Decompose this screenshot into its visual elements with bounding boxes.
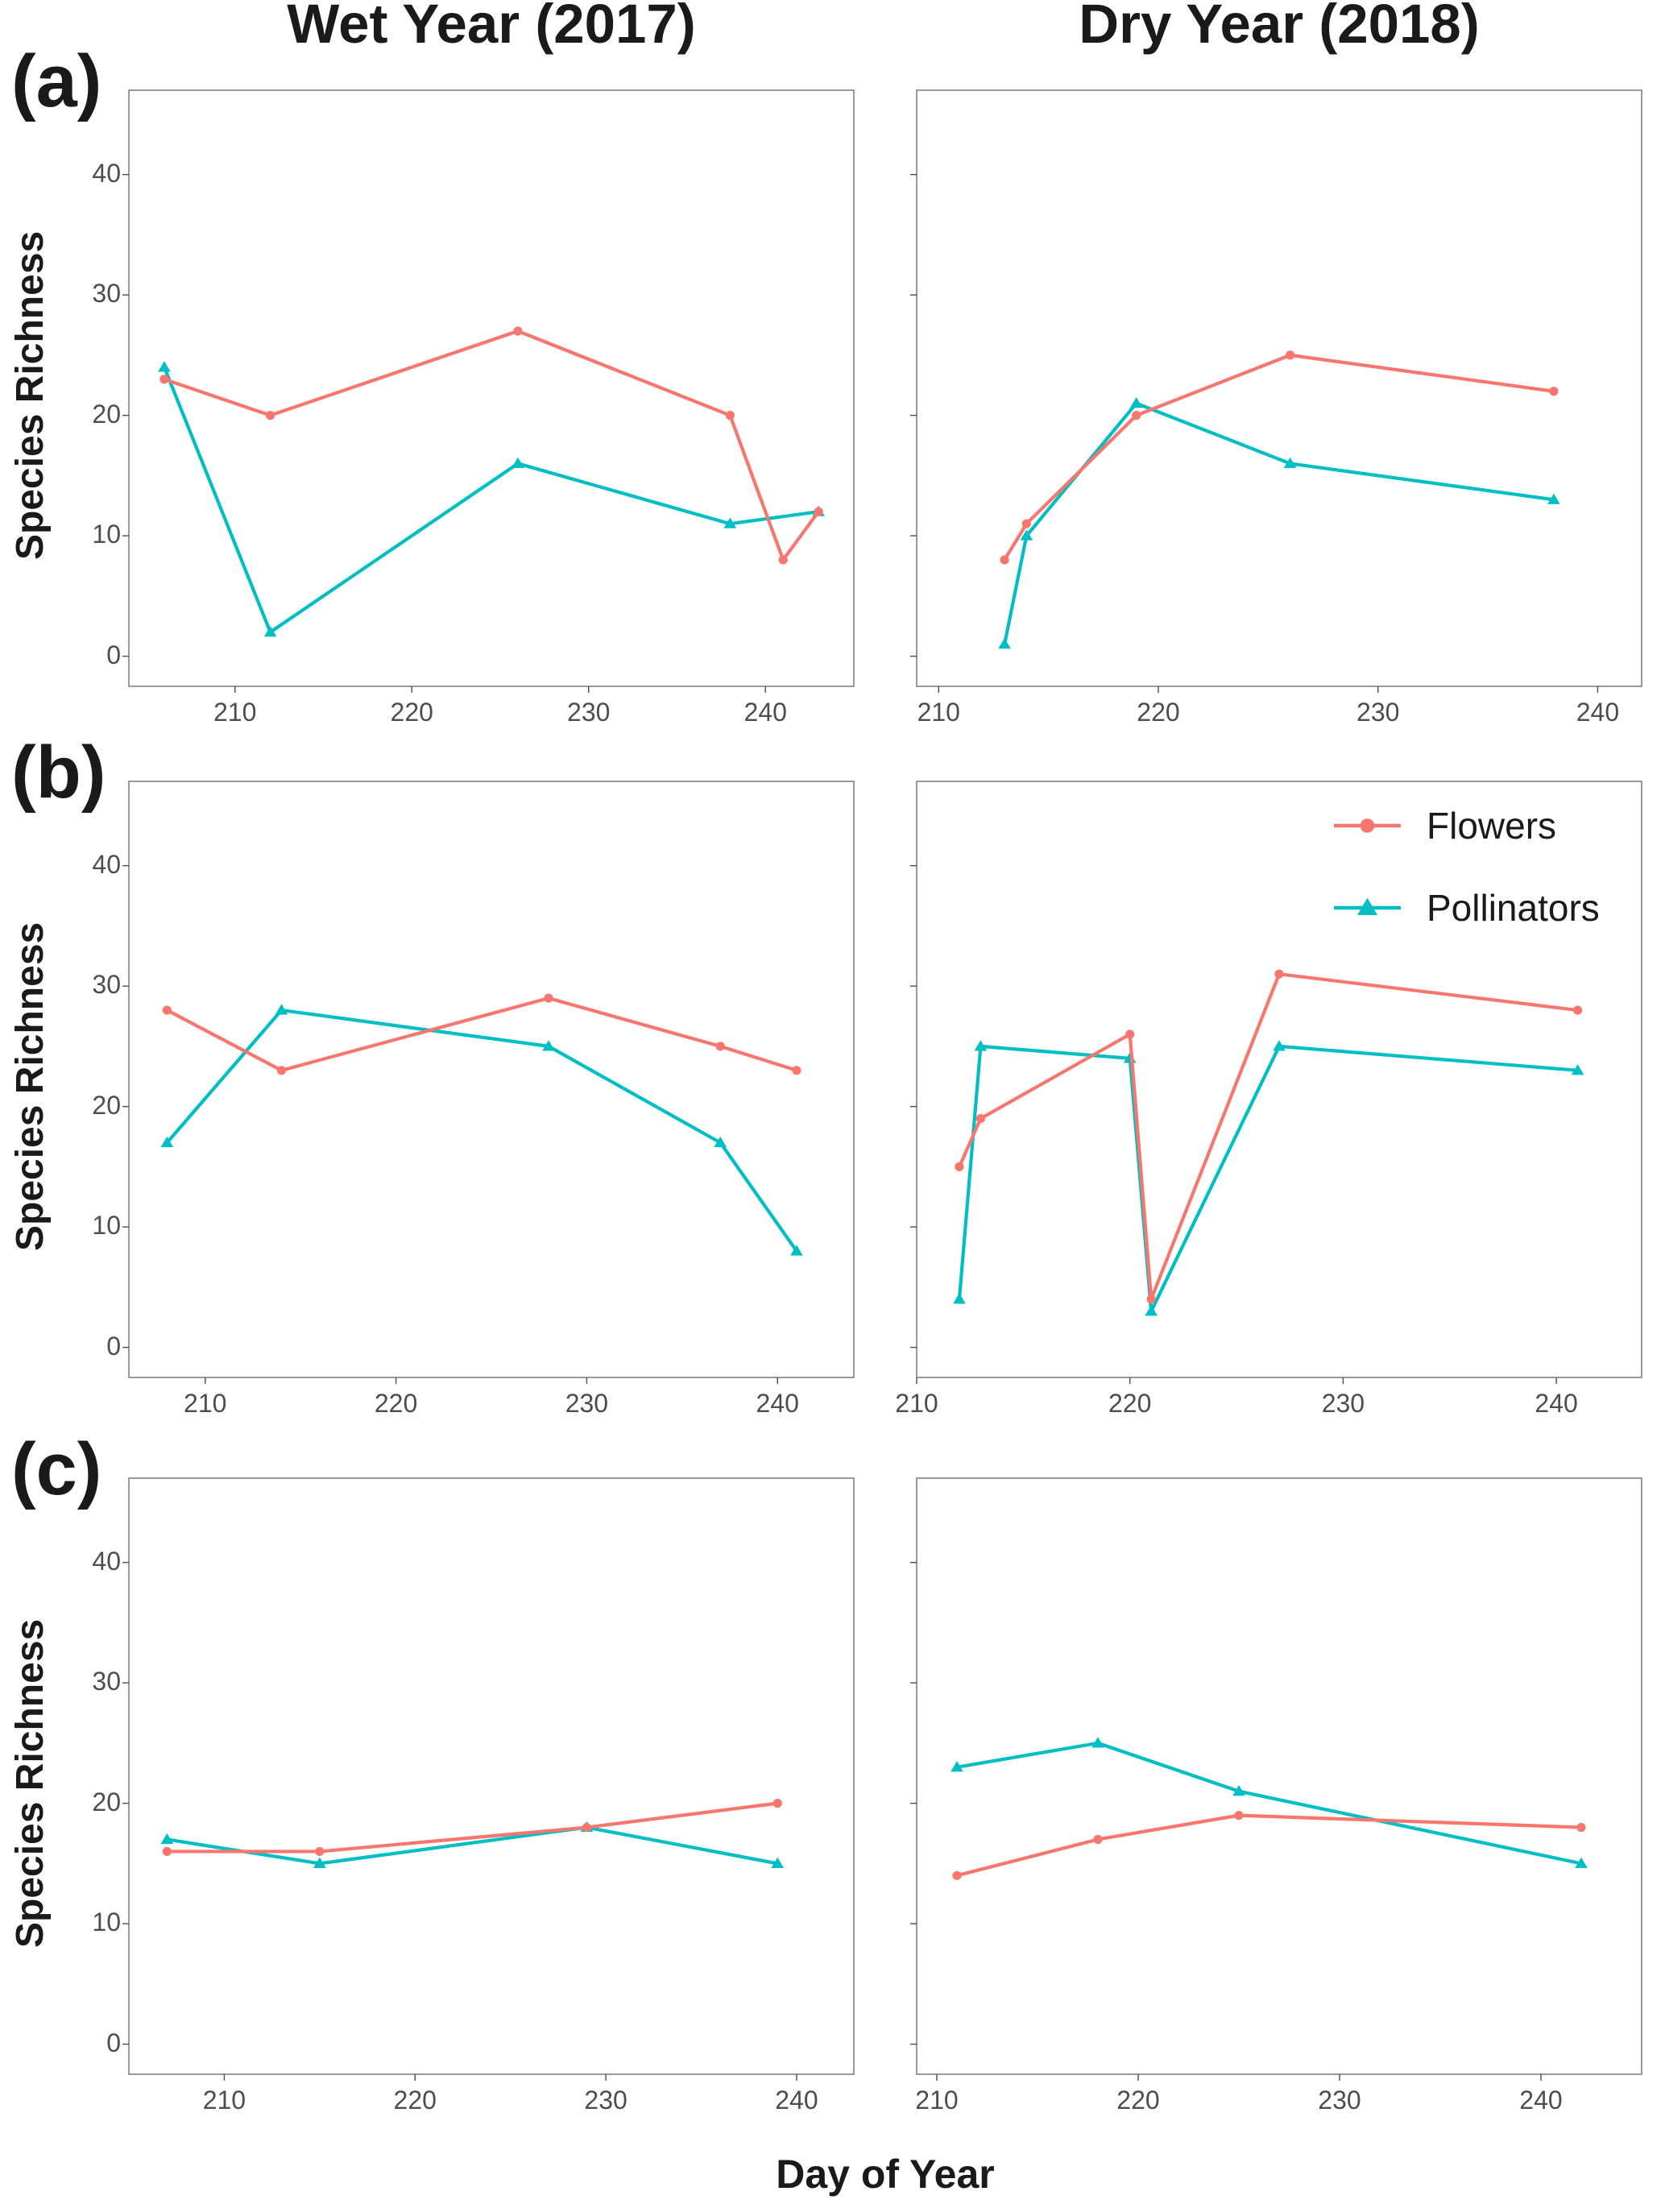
svg-text:Pollinators: Pollinators [1427,887,1600,929]
svg-text:Flowers: Flowers [1427,805,1556,847]
